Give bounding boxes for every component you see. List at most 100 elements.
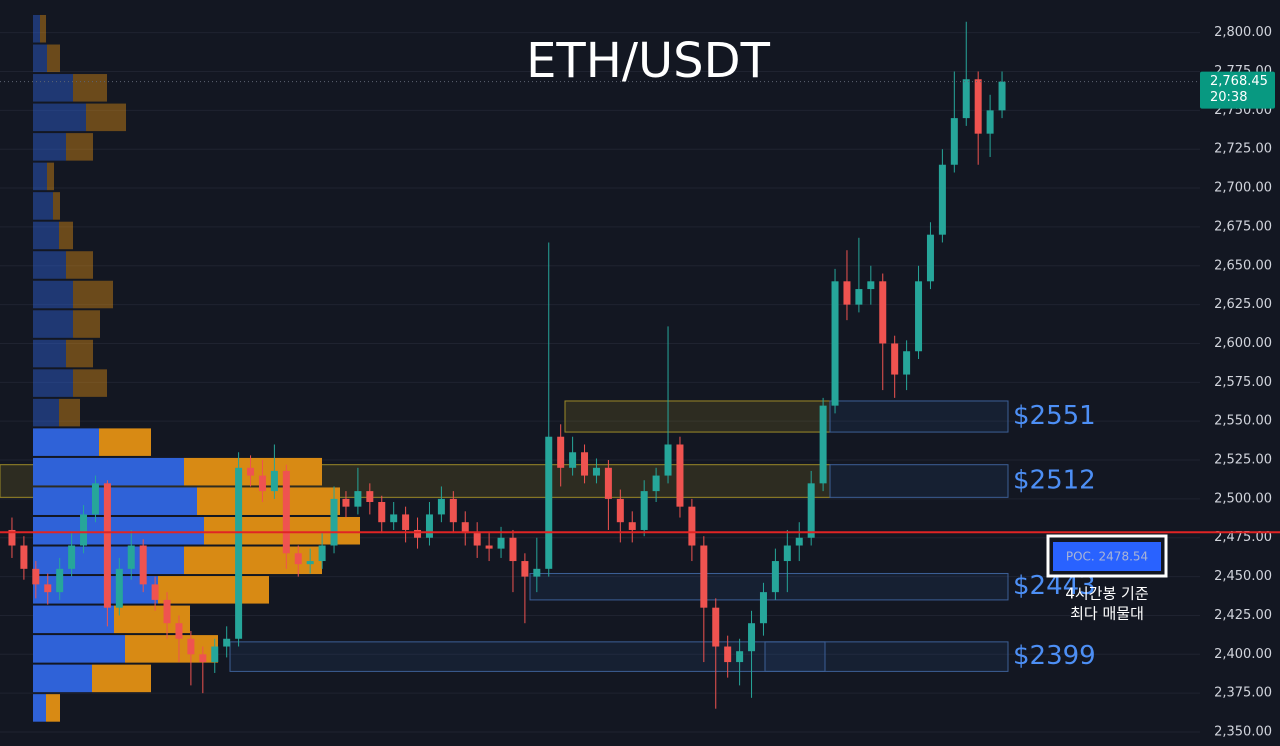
profile-buy [33,133,66,161]
candle-body [294,553,302,565]
candle-body [962,79,970,119]
candle-body [604,467,612,499]
profile-buy [33,457,184,486]
zone-label: $2551 [1013,401,1096,431]
candle-body [282,470,290,554]
candle-body [533,568,541,577]
candle-body [366,491,374,502]
profile-buy [33,103,86,132]
candle-body [342,498,350,507]
profile-buy [33,487,197,515]
candle-body [32,568,40,585]
candle-body [843,281,851,305]
candle-body [592,467,600,476]
profile-buy [33,694,46,722]
profile-buy [33,192,53,220]
candle-body [103,483,111,608]
zone-box [229,641,826,672]
candle-body [497,537,505,549]
y-tick-label: 2,800.00 [1214,25,1272,40]
candle-body [926,234,934,282]
y-tick-label: 2,575.00 [1214,375,1272,390]
profile-buy [33,576,158,604]
candle-body [223,638,231,647]
zone-box [529,572,1009,601]
candle-body [306,561,314,565]
profile-sell [59,221,73,250]
y-tick-label: 2,725.00 [1214,142,1272,157]
profile-sell [47,162,54,191]
candle-body [652,475,660,492]
candle-body [163,599,171,624]
candle-body [771,561,779,593]
y-tick-label: 2,650.00 [1214,258,1272,273]
profile-sell [53,192,60,220]
candle-body [56,568,64,593]
profile-sell [66,251,93,279]
candle-body [569,452,577,468]
last-price-box [1200,71,1275,109]
candle-body [867,281,875,290]
profile-buy [33,221,59,250]
candle-body [20,545,28,569]
candle-body [390,514,398,523]
profile-sell [73,310,100,338]
profile-buy [33,74,73,102]
profile-sell [73,369,107,397]
candle-body [712,607,720,647]
profile-sell [66,133,93,161]
candle-body [855,289,863,305]
zone-box [564,400,831,433]
candle-body [461,522,469,534]
candle-body [891,343,899,375]
profile-sell [73,74,107,102]
candle-body [795,537,803,546]
candle-body [44,584,52,593]
y-tick-label: 2,450.00 [1214,569,1272,584]
candle-body [354,491,362,507]
candle-body [127,545,135,569]
zone-label: $2512 [1013,466,1096,496]
profile-sell [86,103,126,132]
candle-body [950,118,958,165]
candle-body [819,405,827,484]
y-tick-label: 2,350.00 [1214,725,1272,740]
profile-sell [92,664,151,693]
candle-body [581,452,589,476]
candle-body [521,561,529,577]
profile-buy [33,516,204,545]
candle-body [724,646,732,663]
y-tick-label: 2,700.00 [1214,181,1272,196]
candle-body [414,529,422,538]
candle-body [68,545,76,569]
candle-body [211,646,219,663]
y-tick-label: 2,625.00 [1214,297,1272,312]
y-tick-label: 2,600.00 [1214,336,1272,351]
candle-body [378,501,386,523]
candle-body [425,514,433,538]
candle-body [831,281,839,406]
candle-body [258,475,266,492]
last-price-label: 2,768.45 [1210,74,1268,89]
candle-body [759,592,767,624]
poc-box [1053,542,1161,571]
candle-body [986,110,994,134]
profile-sell [99,428,151,456]
candle-body [664,444,672,476]
candle-body [807,483,815,538]
profile-sell [46,694,60,722]
candle-body [974,79,982,134]
candle-body [557,436,565,468]
candle-body [783,545,791,562]
chart-title: ETH/USDT [526,33,770,89]
candle-body [187,638,195,655]
candle-body [330,498,338,546]
profile-buy [33,664,92,693]
profile-buy [33,162,47,191]
profile-buy [33,14,40,43]
candle-body [175,623,183,639]
candle-body [915,281,923,352]
profile-buy [33,605,114,634]
profile-buy [33,310,73,338]
